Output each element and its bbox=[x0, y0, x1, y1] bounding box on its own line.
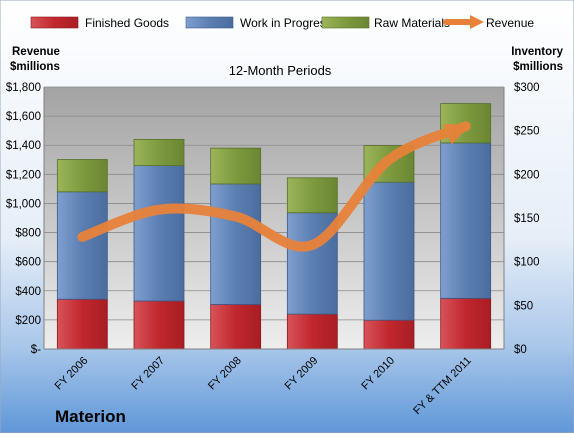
bar-work-in-progress-fy-2010 bbox=[364, 182, 414, 320]
chart-title: 12-Month Periods bbox=[229, 63, 332, 78]
right-tick-label: $0 bbox=[514, 344, 527, 356]
bar-work-in-progress-fy-2006 bbox=[57, 192, 107, 299]
left-tick-label: $200 bbox=[15, 315, 41, 327]
left-tick-label: $600 bbox=[15, 257, 41, 269]
left-tick-label: $1,000 bbox=[6, 198, 41, 210]
right-tick-label: $100 bbox=[514, 257, 540, 269]
right-tick-label: $150 bbox=[514, 213, 540, 225]
right-tick-label: $250 bbox=[514, 126, 540, 138]
left-axis-label-line2: $millions bbox=[10, 61, 60, 73]
legend-swatch-raw-materials bbox=[322, 17, 369, 28]
left-tick-label: $1,800 bbox=[6, 82, 41, 94]
bar-finished-goods-fy-2010 bbox=[364, 320, 414, 349]
right-axis-label-line1: Inventory bbox=[511, 46, 563, 58]
right-tick-label: $50 bbox=[514, 300, 533, 312]
bar-raw-materials-fy-2008 bbox=[211, 148, 261, 184]
right-axis-label-line2: $millions bbox=[513, 61, 563, 73]
bar-raw-materials-fy-2007 bbox=[134, 139, 184, 165]
legend-label-finished-goods: Finished Goods bbox=[85, 16, 169, 30]
bar-raw-materials-fy-2006 bbox=[57, 159, 107, 191]
legend-swatch-work-in-progress bbox=[186, 17, 233, 28]
right-tick-label: $300 bbox=[514, 82, 540, 94]
left-tick-label: $400 bbox=[15, 286, 41, 298]
legend-label-work-in-progress: Work in Progress bbox=[240, 16, 332, 30]
bar-finished-goods-fy-2007 bbox=[134, 301, 184, 349]
left-tick-label: $- bbox=[31, 344, 41, 356]
bar-work-in-progress-fy-and-ttm-2011 bbox=[441, 143, 491, 298]
legend-swatch-finished-goods bbox=[31, 17, 78, 28]
bar-finished-goods-fy-2008 bbox=[211, 304, 261, 349]
left-axis-label-line1: Revenue bbox=[12, 46, 60, 58]
left-tick-label: $1,600 bbox=[6, 111, 41, 123]
left-tick-label: $1,200 bbox=[6, 169, 41, 181]
bar-finished-goods-fy-2009 bbox=[287, 314, 337, 349]
bar-finished-goods-fy-2006 bbox=[57, 299, 107, 349]
bar-work-in-progress-fy-2007 bbox=[134, 166, 184, 301]
left-tick-label: $800 bbox=[15, 228, 41, 240]
legend-label-raw-materials: Raw Materials bbox=[374, 16, 450, 30]
company-name: Materion bbox=[55, 407, 126, 426]
bar-work-in-progress-fy-2008 bbox=[211, 184, 261, 305]
left-tick-label: $1,400 bbox=[6, 140, 41, 152]
right-tick-label: $200 bbox=[514, 169, 540, 181]
legend-label-revenue: Revenue bbox=[486, 16, 534, 30]
bar-raw-materials-fy-2009 bbox=[287, 178, 337, 213]
bar-finished-goods-fy-and-ttm-2011 bbox=[441, 298, 491, 349]
plot-area bbox=[44, 87, 504, 349]
